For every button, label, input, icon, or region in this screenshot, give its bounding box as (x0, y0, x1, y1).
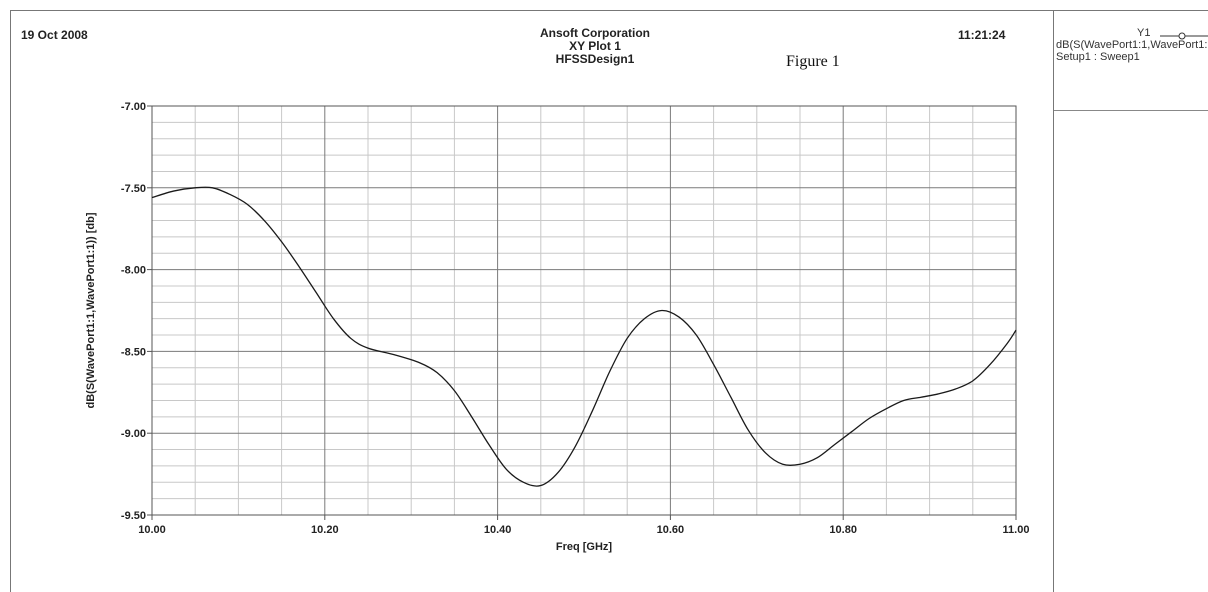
legend: Y1 dB(S(WavePort1:1,WavePort1:1)) Setup1… (1056, 27, 1208, 63)
x-tick-label: 10.80 (829, 524, 857, 536)
major-grid (152, 106, 1016, 515)
report-date: 19 Oct 2008 (21, 28, 88, 42)
legend-divider (1053, 10, 1054, 592)
series-line-s11 (151, 186, 1017, 487)
x-tick-label: 10.60 (657, 524, 685, 536)
plot-area (151, 105, 1017, 516)
legend-setup: Setup1 : Sweep1 (1056, 51, 1140, 63)
y-tick-label: -9.50 (121, 510, 146, 522)
minor-grid (152, 106, 1016, 515)
y-tick-label: -7.00 (121, 101, 146, 113)
x-tick-labels: 10.00 10.20 10.40 10.60 10.80 11.00 (138, 524, 1029, 536)
design-name: HFSSDesign1 (555, 52, 635, 66)
x-tick-label: 10.20 (311, 524, 339, 536)
plot-name: XY Plot 1 (569, 39, 621, 53)
axis-ticks (147, 105, 1017, 520)
report-title-block: Ansoft Corporation XY Plot 1 HFSSDesign1 (400, 27, 790, 66)
legend-trace-name: Y1 (1137, 27, 1151, 39)
legend-line-marker-icon (1160, 32, 1208, 40)
y-axis-label: dB(S(WavePort1:1,WavePort1:1)) [db] (85, 212, 97, 408)
y-tick-labels: -7.00 -7.50 -8.00 -8.50 -9.00 -9.50 (121, 101, 146, 522)
x-tick-label: 11.00 (1003, 524, 1030, 536)
figure-note: Figure 1 (786, 53, 840, 70)
y-tick-label: -8.00 (121, 265, 146, 277)
company-name: Ansoft Corporation (540, 26, 650, 40)
legend-separator (1054, 110, 1208, 111)
y-tick-label: -9.00 (121, 428, 146, 440)
x-tick-label: 10.40 (484, 524, 512, 536)
x-axis-label: Freq [GHz] (556, 541, 613, 553)
report-time: 11:21:24 (958, 28, 1006, 42)
y-tick-label: -8.50 (121, 346, 146, 358)
report-frame (10, 10, 1208, 592)
x-tick-label: 10.00 (138, 524, 166, 536)
legend-expression: dB(S(WavePort1:1,WavePort1:1)) (1056, 39, 1208, 51)
y-tick-label: -7.50 (121, 183, 146, 195)
